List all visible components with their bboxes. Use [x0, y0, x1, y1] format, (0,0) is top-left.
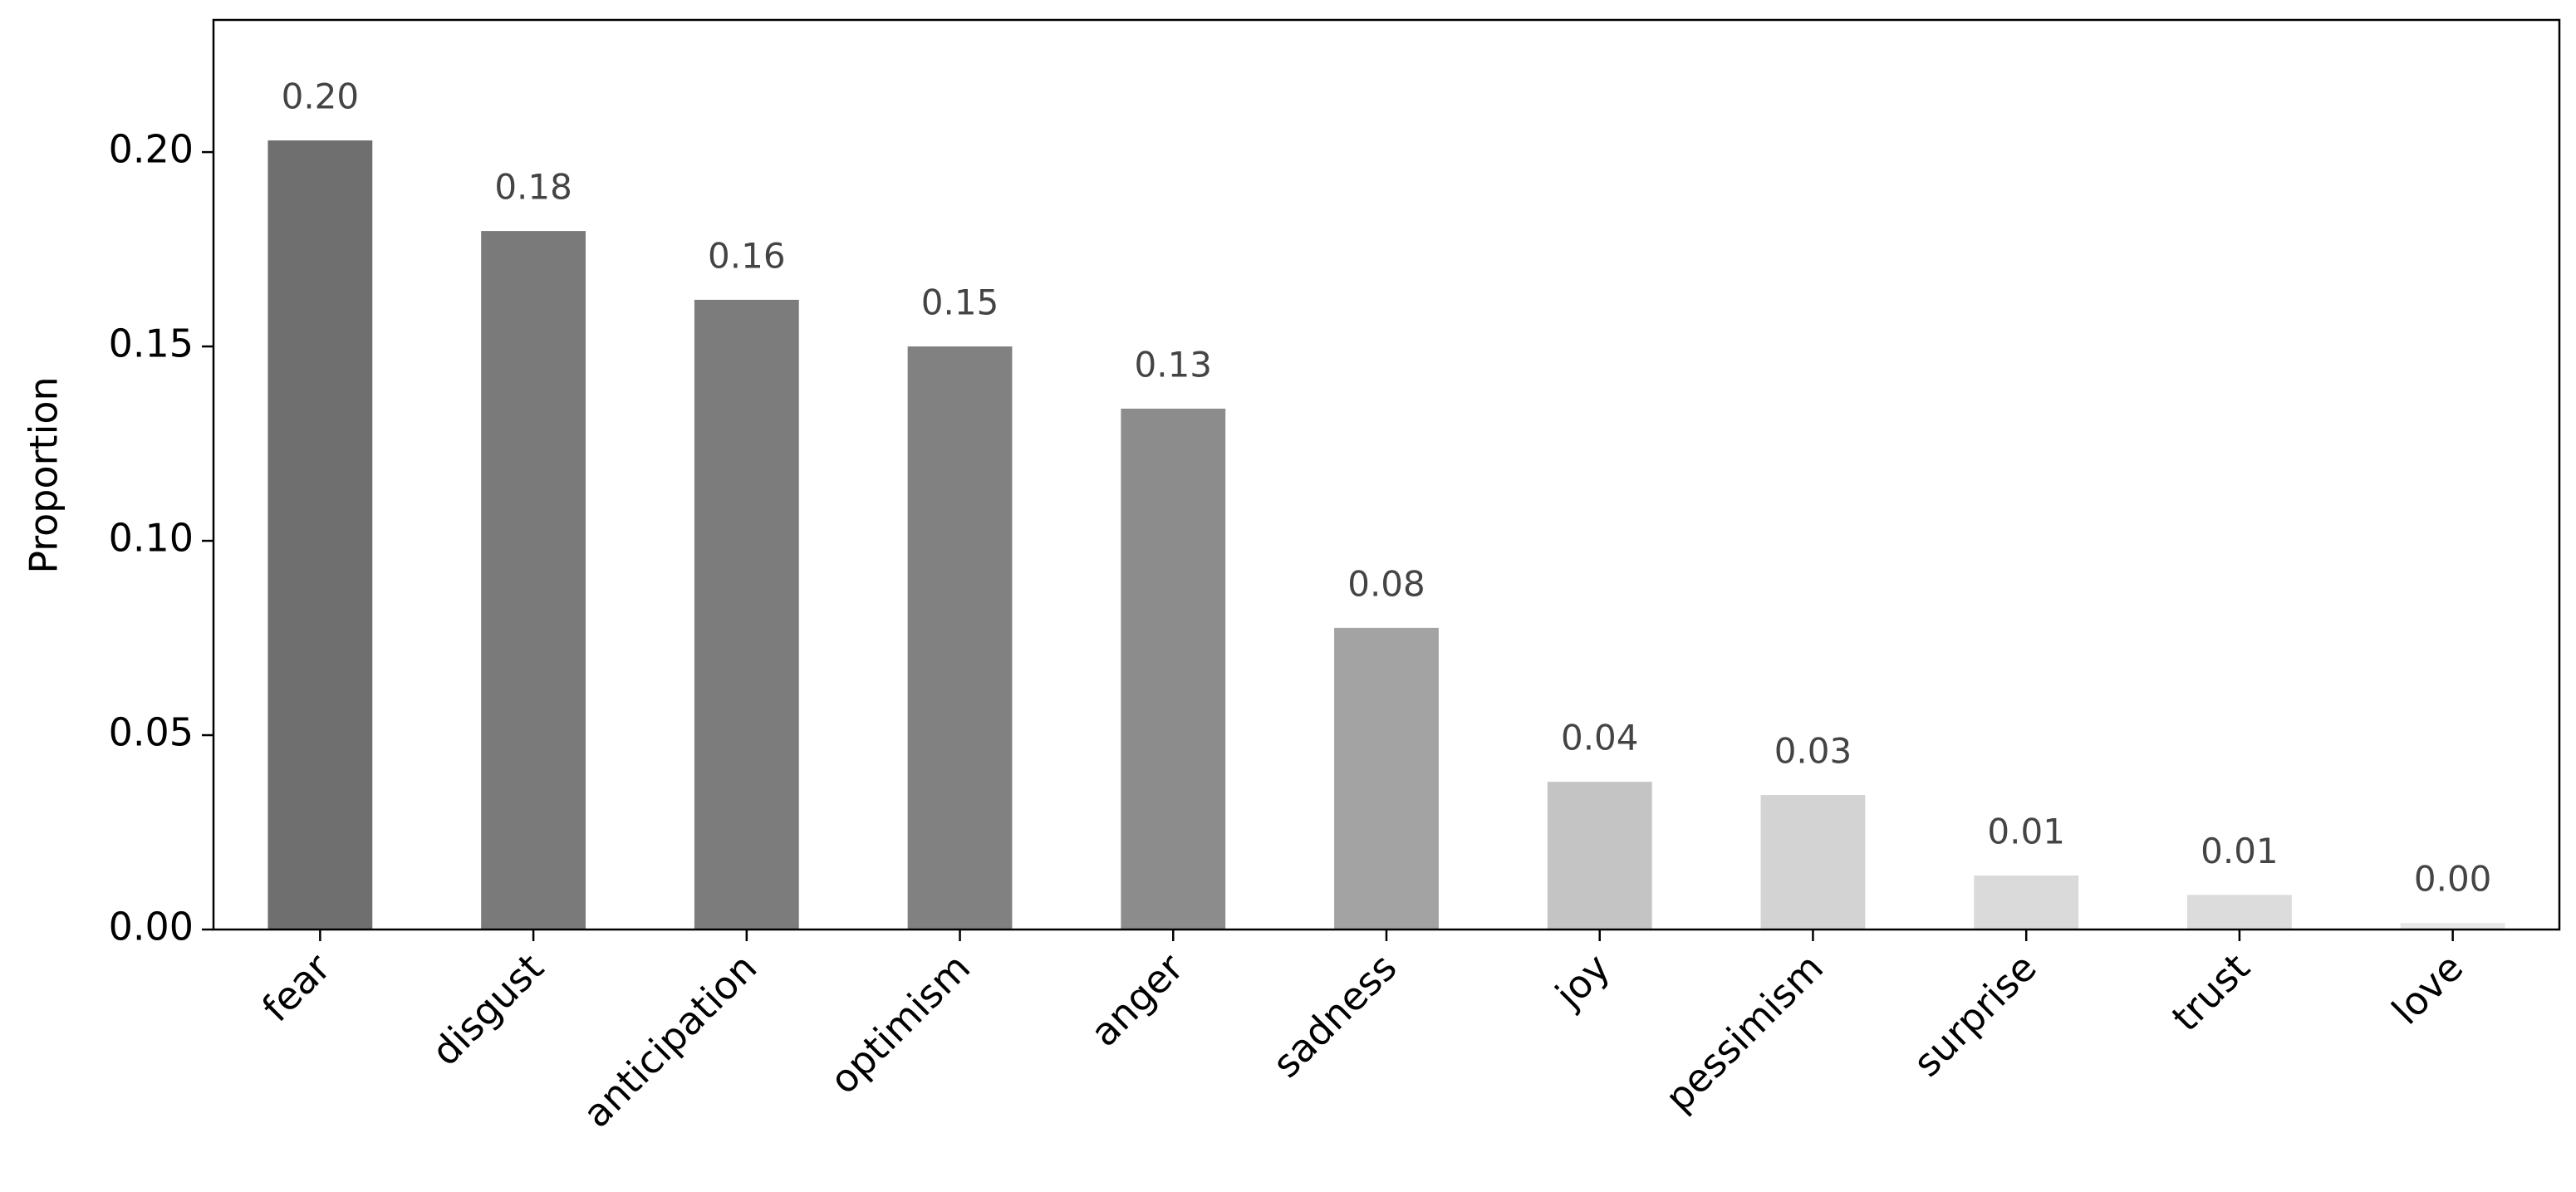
- bar: [2400, 923, 2505, 930]
- y-tick-label: 0.10: [109, 516, 194, 561]
- x-tick-label: fear: [253, 944, 339, 1030]
- plot-frame: [212, 18, 2561, 931]
- x-tick-label: trust: [2163, 944, 2259, 1040]
- value-label: 0.18: [494, 167, 572, 208]
- bar: [694, 299, 799, 930]
- bar: [907, 346, 1013, 930]
- bar: [1547, 782, 1652, 930]
- x-tick-label: joy: [1546, 944, 1618, 1017]
- x-tick-label: sadness: [1263, 944, 1405, 1086]
- value-label: 0.01: [1987, 811, 2065, 851]
- value-label: 0.01: [2201, 831, 2279, 871]
- y-tick-label: 0.20: [109, 127, 194, 172]
- value-label: 0.20: [282, 76, 360, 117]
- x-tick-label: optimism: [821, 944, 979, 1102]
- bar: [1334, 627, 1439, 930]
- y-tick-label: 0.15: [109, 321, 194, 366]
- x-tick-label: disgust: [423, 944, 552, 1074]
- bar: [2187, 895, 2292, 930]
- x-tick-label: surprise: [1905, 944, 2045, 1085]
- value-label: 0.08: [1347, 563, 1425, 604]
- value-label: 0.13: [1135, 344, 1213, 385]
- y-tick-label: 0.00: [109, 905, 194, 949]
- bar: [1974, 875, 2079, 930]
- value-label: 0.15: [921, 282, 999, 323]
- bar: [1760, 795, 1866, 930]
- value-label: 0.04: [1561, 718, 1639, 758]
- value-label: 0.16: [708, 235, 786, 276]
- x-tick-label: anticipation: [574, 944, 765, 1136]
- value-label: 0.03: [1774, 731, 1852, 772]
- x-tick-label: anger: [1082, 944, 1192, 1055]
- y-axis-label: Proportion: [22, 376, 66, 573]
- y-tick-label: 0.05: [109, 710, 194, 755]
- bar: [481, 231, 586, 930]
- bar: [1121, 408, 1226, 930]
- x-tick-label: pessimism: [1656, 944, 1832, 1120]
- x-tick-label: love: [2383, 944, 2471, 1033]
- value-label: 0.00: [2414, 859, 2492, 900]
- bar: [267, 140, 373, 930]
